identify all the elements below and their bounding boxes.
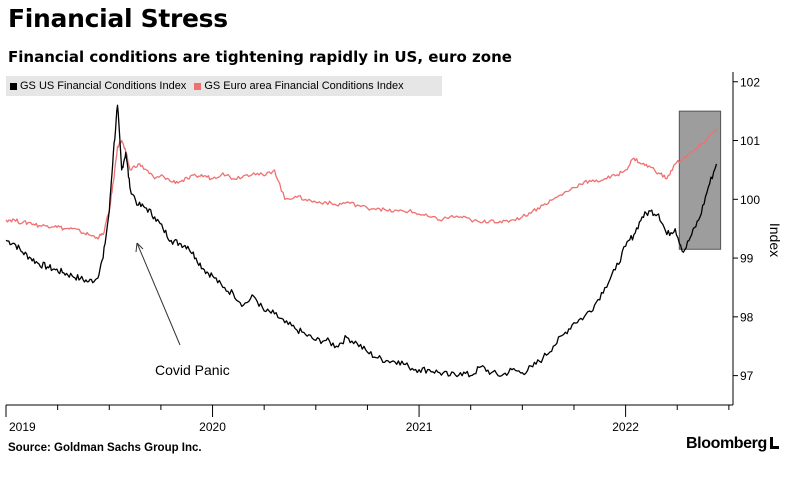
x-tick-label: 2022 (612, 420, 639, 434)
y-tick-label: 100 (740, 193, 760, 207)
shaded-region (678, 110, 722, 250)
series-line-euro (5, 128, 718, 240)
logo-mark-icon (769, 437, 779, 449)
chart-title: Financial Stress (8, 4, 228, 33)
y-tick-label: 98 (740, 310, 754, 324)
source-note: Source: Goldman Sachs Group Inc. (8, 442, 202, 454)
legend-label-euro: GS Euro area Financial Conditions Index (204, 80, 404, 92)
legend: GS US Financial Conditions Index GS Euro… (6, 76, 442, 96)
series-line-us (5, 104, 718, 378)
annotation-arrow-line (136, 242, 181, 346)
y-tick-label: 99 (740, 252, 754, 266)
bloomberg-logo: Bloomberg (686, 435, 779, 453)
legend-swatch-euro (194, 82, 202, 90)
y-tick-label: 101 (740, 134, 760, 148)
legend-swatch-us (10, 82, 17, 90)
y-tick-label: 97 (740, 369, 754, 383)
legend-item-euro: GS Euro area Financial Conditions Index (194, 80, 404, 92)
x-tick-label: 2019 (9, 420, 36, 434)
annotation-label: Covid Panic (155, 362, 230, 378)
legend-label-us: GS US Financial Conditions Index (20, 80, 187, 92)
x-tick-label: 2021 (406, 420, 433, 434)
annotation-arrow-head (135, 242, 144, 253)
x-tick-label: 2020 (199, 420, 226, 434)
chart-subtitle: Financial conditions are tightening rapi… (8, 48, 512, 66)
y-tick-label: 102 (740, 75, 760, 89)
legend-item-us: GS US Financial Conditions Index (10, 80, 186, 92)
brand-name: Bloomberg (686, 435, 767, 452)
y-axis-title: Index (767, 223, 783, 257)
